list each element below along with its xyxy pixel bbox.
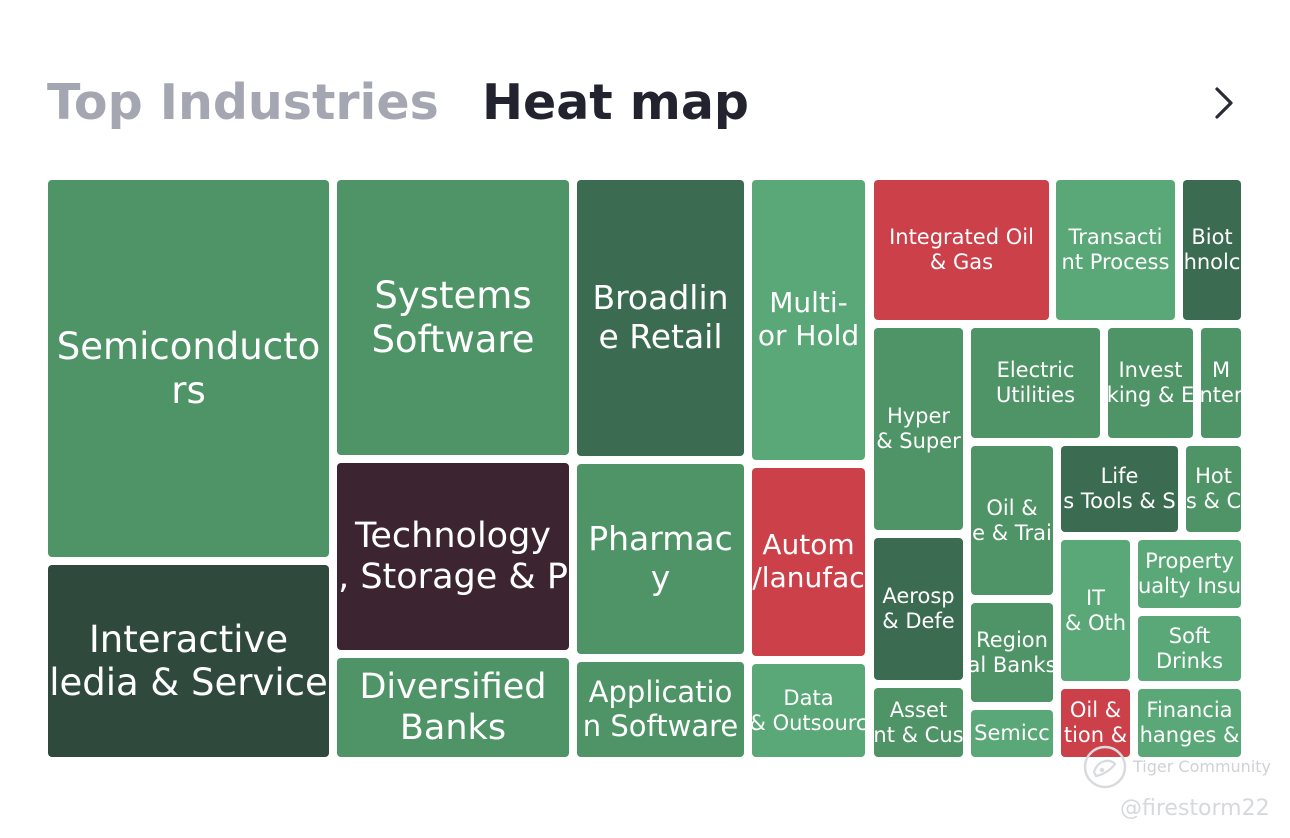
heatmap-tile-label: Multi- or Hold — [757, 286, 860, 352]
heatmap-tile-financia-hanges[interactable]: Financia hanges & — [1138, 689, 1241, 757]
tiger-logo-icon — [1083, 745, 1127, 789]
heatmap-tile-asset-nt-cus[interactable]: Asset nt & Cus — [874, 688, 963, 757]
heatmap-tile-diversified-banks[interactable]: Diversified Banks — [337, 658, 569, 757]
heatmap-tile-hyper-super[interactable]: Hyper & Super — [874, 328, 963, 530]
heatmap-tile-pharmac-y[interactable]: Pharmac y — [577, 464, 744, 654]
heatmap-tile-label: Aerosp & Defe — [882, 584, 955, 633]
chevron-right-icon[interactable] — [1208, 86, 1242, 120]
heatmap-tile-label: Asset nt & Cus — [874, 697, 963, 747]
heatmap-tile-label: Life s Tools & S — [1063, 464, 1176, 513]
heatmap-tile-life-s-tools-s[interactable]: Life s Tools & S — [1061, 446, 1178, 532]
heatmap-tile-label: Autom /lanufac — [752, 528, 865, 594]
heatmap-tile-label: Property ualty Insu — [1138, 549, 1241, 598]
heatmap-tile-label: Financia hanges & — [1139, 698, 1240, 747]
heatmap-tile-interactive-ledia-service[interactable]: Interactive ledia & Service — [48, 565, 329, 757]
heatmap-tile-aerosp-defe[interactable]: Aerosp & Defe — [874, 538, 963, 680]
heatmap-tile-label: Interactive ledia & Service — [49, 617, 328, 704]
tab-heat-map[interactable]: Heat map — [482, 74, 749, 131]
heatmap-tile-semicc[interactable]: Semicc — [971, 710, 1053, 757]
tab-top-industries[interactable]: Top Industries — [47, 74, 439, 131]
heatmap-tile-integrated-oil-gas[interactable]: Integrated Oil & Gas — [874, 180, 1049, 320]
heatmap-tile-label: Biot hnolc — [1183, 225, 1241, 274]
heatmap-tile-label: Oil & e & Trai — [972, 495, 1052, 545]
heatmap-tile-label: Soft Drinks — [1155, 623, 1224, 673]
heatmap-tile-label: Hyper & Super — [876, 404, 961, 453]
heatmap-tile-label: Electric Utilities — [995, 358, 1076, 407]
heatmap-tile-transacti-nt-process[interactable]: Transacti nt Process — [1056, 180, 1175, 320]
heatmap-tile-soft-drinks[interactable]: Soft Drinks — [1138, 616, 1241, 681]
heatmap-tile-label: Systems Software — [371, 274, 535, 361]
heatmap-tile-label: Broadlin e Retail — [592, 278, 729, 356]
heatmap-tile-label: Transacti nt Process — [1061, 225, 1170, 274]
heatmap-tile-it-oth[interactable]: IT & Oth — [1061, 540, 1130, 681]
heatmap-tile-label: Semiconducto rs — [56, 325, 321, 412]
heatmap-tile-biot-hnolc[interactable]: Biot hnolc — [1183, 180, 1241, 320]
heatmap-tile-region-al-banks[interactable]: Region al Banks — [971, 603, 1053, 702]
heatmap-tile-multi-or-hold[interactable]: Multi- or Hold — [752, 180, 865, 460]
heatmap-tile-label: Data & Outsourc — [752, 685, 865, 735]
heatmap-tile-applicatio-n-software[interactable]: Applicatio n Software — [577, 662, 744, 757]
heatmap-tile-label: Semicc — [974, 721, 1050, 746]
heatmap-tile-oil-tion[interactable]: Oil & tion & — [1061, 689, 1130, 757]
heatmap-tile-label: Invest king & E — [1108, 358, 1193, 407]
heatmap-tile-label: Pharmac y — [588, 519, 733, 597]
heatmap-tile-systems-software[interactable]: Systems Software — [337, 180, 569, 455]
heatmap-tile-electric-utilities[interactable]: Electric Utilities — [971, 328, 1100, 438]
heatmap-tile-label: Technology , Storage & P — [338, 515, 568, 597]
heatmap-tile-property-ualty-insu[interactable]: Property ualty Insu — [1138, 540, 1241, 608]
heatmap-tile-label: Region al Banks — [971, 627, 1053, 677]
heatmap-tile-hot-s-c[interactable]: Hot s & C — [1186, 446, 1241, 532]
heatmap-tile-oil-e-trai[interactable]: Oil & e & Trai — [971, 446, 1053, 595]
watermark-handle: @firestorm22 — [1120, 796, 1270, 821]
heatmap-tile-label: IT & Oth — [1064, 585, 1127, 635]
heatmap-tile-label: Oil & tion & — [1063, 698, 1128, 747]
heatmap-tile-m-nter[interactable]: M nter — [1201, 328, 1241, 438]
heatmap-tile-label: Integrated Oil & Gas — [889, 225, 1034, 274]
heatmap-tile-broadlin-e-retail[interactable]: Broadlin e Retail — [577, 180, 744, 456]
heatmap-tile-technology-storage-p[interactable]: Technology , Storage & P — [337, 463, 569, 650]
heatmap-tile-semiconducto-rs[interactable]: Semiconducto rs — [48, 180, 329, 557]
watermark-brand: Tiger Community — [1133, 757, 1271, 776]
heatmap-tile-label: Hot s & C — [1186, 464, 1241, 513]
heatmap-tile-invest-king-e[interactable]: Invest king & E — [1108, 328, 1193, 438]
heatmap-tile-label: M nter — [1201, 358, 1241, 407]
heatmap-tile-label: Applicatio n Software — [582, 674, 739, 743]
heatmap-tile-data-outsourc[interactable]: Data & Outsourc — [752, 664, 865, 757]
heatmap-tile-autom-lanufac[interactable]: Autom /lanufac — [752, 468, 865, 656]
heatmap-tile-label: Diversified Banks — [359, 666, 547, 748]
